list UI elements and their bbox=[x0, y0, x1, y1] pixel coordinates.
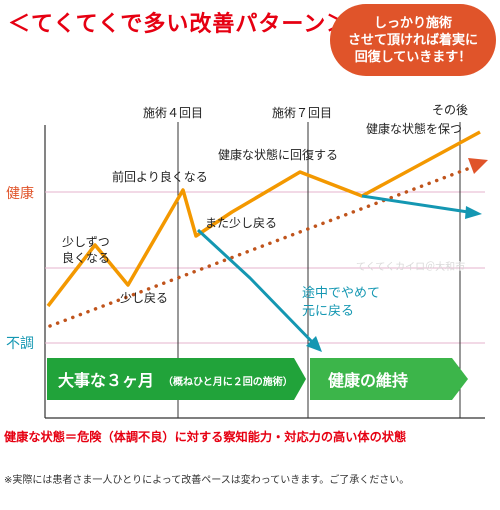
after-drop-path bbox=[361, 194, 469, 214]
phase1-arrow bbox=[47, 358, 306, 400]
footnote: ※実際には患者さま一人ひとりによって改善ペースは変わっていきます。ご了承ください… bbox=[4, 475, 410, 486]
annotation-slightly-back: 少し戻る bbox=[120, 291, 168, 305]
after-drop-arrowhead bbox=[465, 206, 482, 219]
bubble-line-1: しっかり施術 bbox=[373, 15, 452, 31]
phase1-sublabel: （概ねひと月に２回の施術） bbox=[163, 375, 293, 388]
improvement-path bbox=[46, 130, 481, 308]
quit-midway-path bbox=[196, 228, 320, 350]
session7-label: 施術７回目 bbox=[272, 106, 332, 120]
after-label: その後 bbox=[432, 103, 468, 117]
phase1-label: 大事な３ヶ月 bbox=[58, 371, 154, 390]
health-label: 健康 bbox=[6, 185, 34, 202]
bubble-line-3: 回復していきます！ bbox=[354, 49, 472, 65]
annotation-quit-midway-2: 元に戻る bbox=[302, 304, 354, 319]
session4-label: 施術４回目 bbox=[143, 106, 203, 120]
trend-dotted-line bbox=[48, 166, 472, 328]
annotation-back-again: また少し戻る bbox=[205, 216, 277, 230]
watermark: てくてくカイロ＠大和市 bbox=[356, 262, 466, 273]
annotation-better-than-before: 前回より良くなる bbox=[112, 169, 208, 184]
callout-bubble: しっかり施術 させて頂ければ着実に 回復していきます！ bbox=[330, 4, 496, 76]
unwell-label: 不調 bbox=[6, 336, 34, 352]
annotation-quit-midway-1: 途中でやめて bbox=[302, 285, 380, 301]
bubble-line-2: させて頂ければ着実に bbox=[347, 32, 478, 48]
trend-arrowhead bbox=[468, 158, 488, 174]
annotation-slightly-better-1: 少しずつ bbox=[62, 235, 110, 249]
health-definition: 健康な状態＝危険（体調不良）に対する察知能力・対応力の高い体の状態 bbox=[4, 430, 407, 444]
phase2-label: 健康の維持 bbox=[328, 371, 408, 390]
quit-midway-arrowhead bbox=[306, 336, 322, 352]
page-title: ＜てくてくで多い改善パターン＞ bbox=[8, 12, 350, 37]
annotation-slightly-better-2: 良くなる bbox=[62, 250, 110, 265]
annotation-recover-health: 健康な状態に回復する bbox=[218, 147, 338, 162]
phase2-arrow bbox=[310, 358, 468, 400]
annotation-keep-health: 健康な状態を保つ bbox=[366, 121, 462, 136]
